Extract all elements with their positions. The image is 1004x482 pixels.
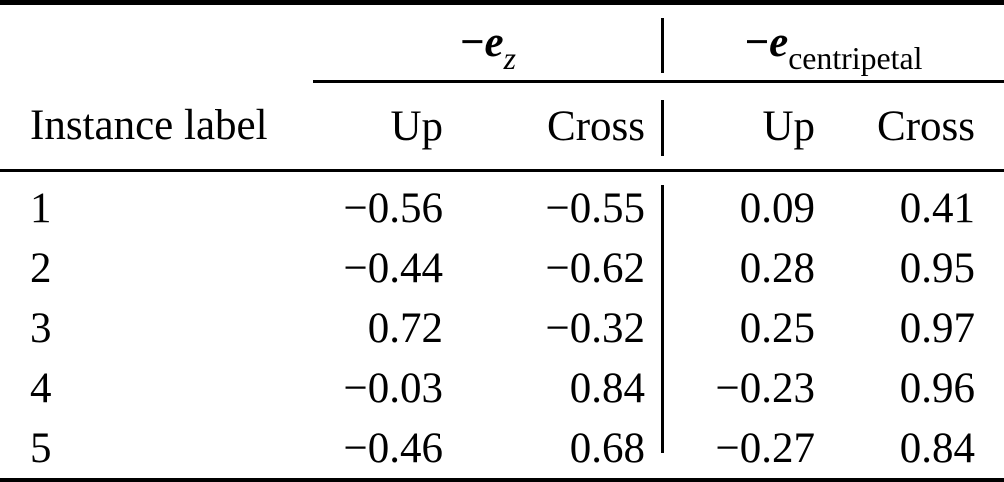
- table-row: 3 0.72 −0.32 0.25 0.97: [0, 298, 1004, 358]
- group-header-ecentripetal: −ecentripetal: [663, 2, 1004, 83]
- row-header-label: Instance label: [0, 81, 313, 172]
- vertical-divider-segment: [661, 185, 664, 453]
- cell-value: 0.95: [899, 244, 976, 292]
- cell-value: −0.56: [343, 184, 443, 232]
- column-header-up-centripetal: Up: [663, 81, 815, 172]
- cell-value: −0.32: [545, 304, 645, 352]
- row-label: 3: [30, 304, 52, 352]
- vertical-divider-segment: [661, 18, 664, 73]
- table-row: 2 −0.44 −0.62 0.28 0.95: [0, 238, 1004, 298]
- subscript-z: z: [503, 41, 516, 77]
- cell-value: 0.25: [739, 304, 815, 352]
- vertical-divider-segment: [661, 100, 664, 156]
- column-header-up-ez: Up: [313, 81, 443, 172]
- cell-value: −0.44: [343, 244, 443, 292]
- subscript-centripetal: centripetal: [788, 41, 923, 77]
- cell-value: 0.84: [899, 424, 976, 472]
- cell-value: −0.55: [545, 184, 645, 232]
- row-label: 5: [30, 424, 52, 472]
- row-label: 1: [30, 184, 52, 232]
- cell-value: 0.09: [739, 184, 815, 232]
- cell-value: 0.28: [739, 244, 815, 292]
- row-label: 2: [30, 244, 52, 292]
- column-header-cross-centripetal: Cross: [815, 81, 1004, 172]
- minus-sign: −: [460, 19, 485, 66]
- cell-value: −0.03: [343, 364, 443, 412]
- cell-value: −0.23: [715, 364, 815, 412]
- cell-value: 0.96: [899, 364, 976, 412]
- table-row: 5 −0.46 0.68 −0.27 0.84: [0, 418, 1004, 480]
- cell-value: 0.97: [899, 304, 976, 352]
- vector-symbol-e: e: [484, 19, 504, 66]
- minus-sign: −: [744, 19, 770, 66]
- math-label-minus-ez: −ez: [460, 19, 516, 75]
- vector-symbol-e: e: [769, 19, 789, 66]
- cell-value: 0.41: [899, 184, 976, 232]
- blank-header-cell: [0, 3, 313, 82]
- row-label: 4: [30, 364, 52, 412]
- cell-value: 0.84: [569, 364, 645, 412]
- cell-value: 0.72: [367, 304, 443, 352]
- cell-value: −0.62: [545, 244, 645, 292]
- column-header-row: Instance label Up Cross Up Cross: [0, 81, 1004, 172]
- cell-value: −0.46: [343, 424, 443, 472]
- table-row: 4 −0.03 0.84 −0.23 0.96: [0, 358, 1004, 418]
- table-row: 1 −0.56 −0.55 0.09 0.41: [0, 171, 1004, 239]
- column-header-cross-ez: Cross: [443, 81, 663, 172]
- math-label-minus-ecentripetal: −ecentripetal: [744, 19, 923, 75]
- cell-value: 0.68: [569, 424, 645, 472]
- group-header-ez: −ez: [313, 2, 663, 83]
- cell-value: −0.27: [715, 424, 815, 472]
- group-header-row: −ez −ecentripetal: [0, 2, 1004, 83]
